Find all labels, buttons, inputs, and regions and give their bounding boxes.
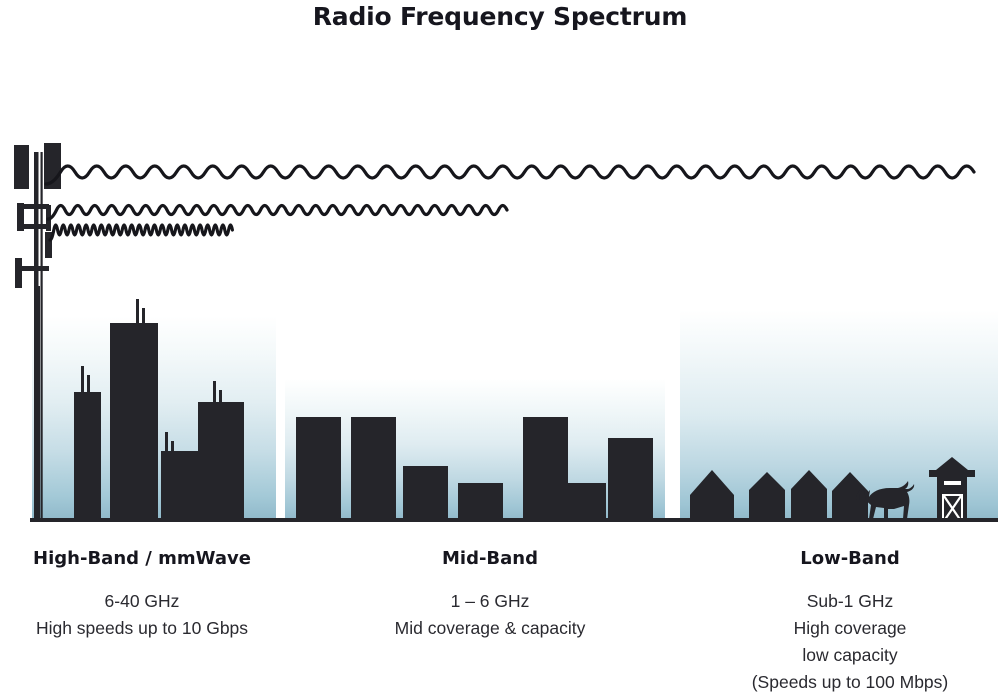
skyscraper xyxy=(74,392,101,521)
building-spire xyxy=(136,299,139,326)
tower-crossbar xyxy=(15,266,49,271)
antenna-panel xyxy=(14,145,29,189)
band-detail-line: Mid coverage & capacity xyxy=(394,618,586,638)
farm-house xyxy=(791,470,827,521)
band-detail-line: 6-40 GHz xyxy=(104,591,180,611)
building xyxy=(523,417,568,521)
farm-house xyxy=(749,472,785,521)
mid-frequency-wave xyxy=(46,203,509,221)
building-spire xyxy=(171,441,174,457)
antenna-element xyxy=(17,203,24,231)
antenna-element xyxy=(45,232,52,258)
band-title-low-band: Low-Band xyxy=(800,548,900,569)
farm-house xyxy=(832,472,868,521)
farm-house xyxy=(690,470,734,521)
radio-waves xyxy=(44,164,976,242)
band-title-high-band: High-Band / mmWave xyxy=(33,548,251,569)
building xyxy=(458,483,503,521)
building-spire xyxy=(213,381,216,409)
barn-loft-vent xyxy=(944,481,961,485)
skyscraper xyxy=(198,402,244,521)
tower-mast-secondary xyxy=(40,152,43,522)
band-detail-line: High coverage xyxy=(793,618,907,638)
antenna-element xyxy=(15,258,22,288)
building xyxy=(296,417,341,521)
band-detail-line: low capacity xyxy=(802,645,898,665)
building xyxy=(351,417,396,521)
band-title-mid-band: Mid-Band xyxy=(441,548,538,569)
building-spire xyxy=(81,366,84,396)
band-caption-low-band: Low-Band Sub-1 GHz High coverage low cap… xyxy=(700,548,1000,696)
building-spire xyxy=(165,432,168,456)
skyscraper xyxy=(161,451,198,521)
building xyxy=(568,483,606,521)
page-title: Radio Frequency Spectrum xyxy=(312,2,688,31)
band-caption-high-band: High-Band / mmWave 6-40 GHz High speeds … xyxy=(0,548,284,642)
barn-door-brace xyxy=(943,495,962,522)
building-spire xyxy=(219,390,222,410)
tower-crossbar xyxy=(17,204,49,209)
barn xyxy=(929,457,975,522)
tower-crossbar xyxy=(17,224,49,229)
mid-band-buildings xyxy=(296,417,653,521)
band-caption-mid-band: Mid-Band 1 – 6 GHz Mid coverage & capaci… xyxy=(352,548,628,642)
building xyxy=(608,438,653,521)
skyscraper xyxy=(110,323,158,521)
band-detail-line: Sub-1 GHz xyxy=(806,591,894,611)
high-frequency-wave xyxy=(48,223,234,242)
building-spire xyxy=(87,375,90,397)
low-frequency-wave xyxy=(44,164,976,186)
cow-silhouette xyxy=(856,481,915,519)
tower-mast-lower xyxy=(36,286,40,522)
low-band-rural-scene xyxy=(690,457,975,522)
band-detail-line: High speeds up to 10 Gbps xyxy=(35,618,249,638)
building-spire xyxy=(142,308,145,327)
band-detail-line: (Speeds up to 100 Mbps) xyxy=(751,672,949,692)
band-detail-line: 1 – 6 GHz xyxy=(450,591,530,611)
building xyxy=(403,466,448,521)
ground-line xyxy=(30,518,998,522)
high-band-cityscape xyxy=(74,299,244,521)
